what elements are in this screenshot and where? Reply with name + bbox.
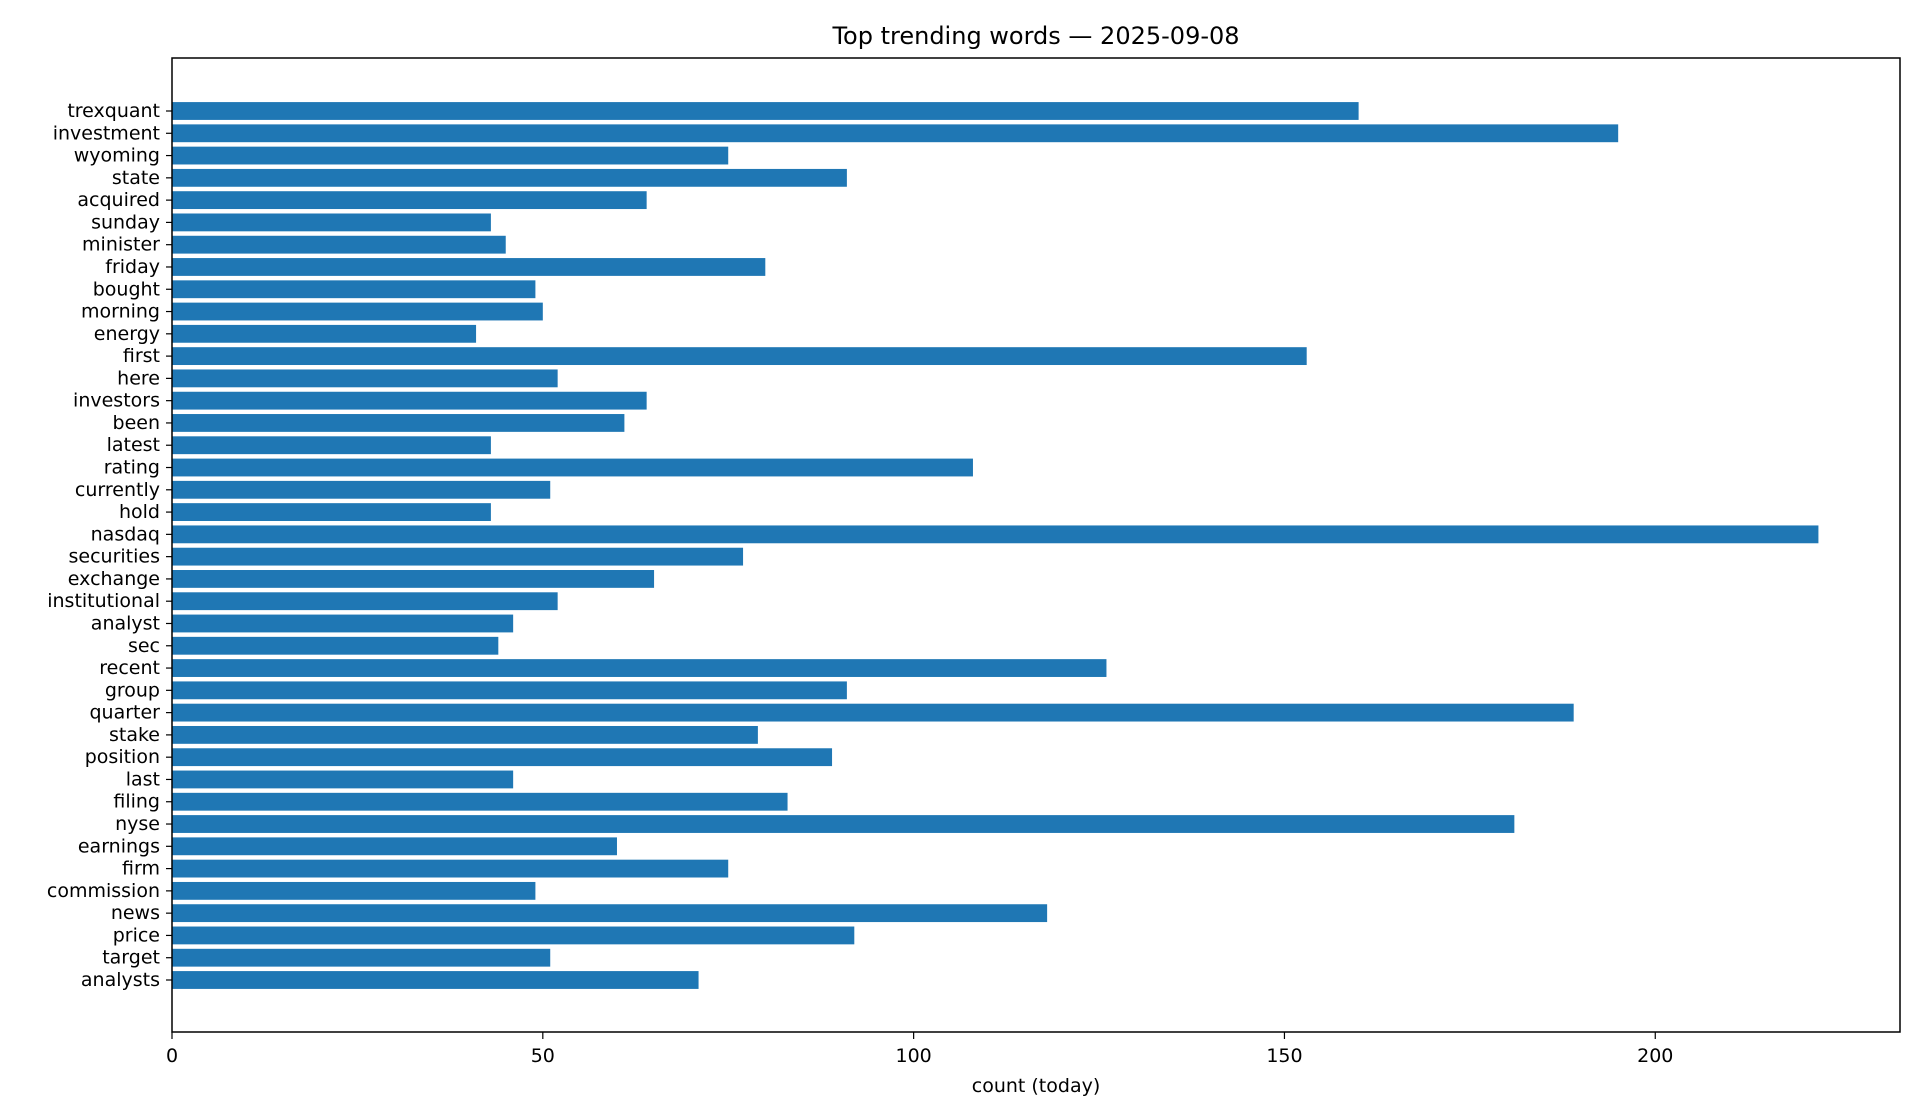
y-tick-label-sec: sec	[128, 635, 160, 657]
y-tick-label-price: price	[113, 924, 160, 946]
y-tick-label-institutional: institutional	[47, 590, 160, 612]
plot-frame	[171, 57, 1901, 1033]
bar-institutional	[172, 592, 558, 611]
bar-minister	[172, 235, 506, 254]
y-tick-label-latest: latest	[107, 434, 160, 456]
y-tick-label-rating: rating	[104, 457, 160, 479]
y-tick-label-news: news	[111, 902, 160, 924]
x-tick-label-0: 0	[166, 1045, 178, 1067]
y-tick-label-investors: investors	[73, 390, 160, 412]
bar-investment	[172, 124, 1619, 143]
bar-here	[172, 369, 558, 388]
bar-stake	[172, 725, 758, 744]
bar-analysts	[172, 971, 699, 989]
bar-group	[172, 681, 847, 700]
bar-bought	[172, 280, 536, 299]
y-tick-label-nasdaq: nasdaq	[91, 523, 160, 545]
bar-commission	[172, 881, 536, 900]
bar-sec	[172, 636, 499, 655]
y-tick-label-group: group	[105, 679, 160, 701]
y-tick-label-analyst: analyst	[91, 612, 160, 634]
bar-currently	[172, 480, 551, 499]
bar-rating	[172, 458, 973, 477]
y-tick-label-firm: firm	[122, 858, 160, 880]
y-tick-label-minister: minister	[82, 234, 160, 256]
bar-earnings	[172, 837, 617, 856]
bar-acquired	[172, 191, 647, 210]
y-tick-label-morning: morning	[81, 301, 160, 323]
y-tick-label-investment: investment	[53, 122, 160, 144]
bar-been	[172, 414, 625, 432]
bar-news	[172, 904, 1048, 923]
y-tick-label-first: first	[123, 345, 160, 367]
y-tick-label-last: last	[126, 768, 160, 790]
y-tick-label-target: target	[102, 947, 160, 969]
y-tick-label-nyse: nyse	[115, 813, 160, 835]
y-tick-label-sunday: sunday	[91, 211, 160, 233]
bar-first	[172, 347, 1307, 366]
bar-securities	[172, 547, 744, 566]
bar-price	[172, 926, 855, 945]
bar-state	[172, 168, 847, 187]
bar-latest	[172, 436, 491, 455]
y-tick-label-commission: commission	[47, 880, 160, 902]
bar-quarter	[172, 703, 1574, 722]
bar-hold	[172, 503, 491, 521]
x-tick-label-100: 100	[895, 1045, 931, 1067]
chart-title: Top trending words — 2025-09-08	[831, 22, 1239, 50]
bar-analyst	[172, 614, 514, 633]
y-tick-label-quarter: quarter	[89, 702, 160, 724]
bar-filing	[172, 792, 788, 811]
y-tick-label-wyoming: wyoming	[74, 145, 160, 167]
bars-group	[172, 102, 1819, 989]
y-tick-label-earnings: earnings	[78, 835, 160, 857]
x-tick-label-150: 150	[1266, 1045, 1302, 1067]
x-tick-label-200: 200	[1637, 1045, 1673, 1067]
bar-recent	[172, 659, 1107, 677]
bar-firm	[172, 859, 729, 878]
bar-target	[172, 948, 551, 967]
y-tick-label-position: position	[85, 746, 160, 768]
x-tick-labels: 0 50 100 150 200	[166, 1032, 1673, 1067]
y-tick-label-state: state	[112, 167, 160, 189]
x-axis-label: count (today)	[972, 1075, 1101, 1097]
bar-investors	[172, 391, 647, 410]
bar-sunday	[172, 213, 491, 232]
y-tick-label-recent: recent	[99, 657, 160, 679]
y-tick-label-friday: friday	[105, 256, 160, 278]
y-tick-label-hold: hold	[119, 501, 160, 523]
y-tick-label-been: been	[113, 412, 160, 434]
bar-position	[172, 748, 833, 767]
bar-exchange	[172, 570, 655, 588]
y-tick-label-here: here	[117, 367, 160, 389]
y-tick-labels: trexquantinvestmentwyomingstateacquireds…	[47, 100, 172, 991]
bar-wyoming	[172, 146, 729, 165]
y-tick-label-currently: currently	[75, 479, 160, 501]
y-tick-label-energy: energy	[94, 323, 160, 345]
y-tick-label-bought: bought	[93, 278, 160, 300]
y-tick-label-filing: filing	[113, 791, 160, 813]
bar-trexquant	[172, 102, 1359, 120]
bar-last	[172, 770, 514, 789]
y-tick-label-exchange: exchange	[68, 568, 160, 590]
bar-morning	[172, 302, 543, 321]
y-tick-label-analysts: analysts	[81, 969, 160, 991]
y-tick-label-stake: stake	[109, 724, 160, 746]
bar-nyse	[172, 815, 1515, 833]
x-tick-label-50: 50	[531, 1045, 555, 1067]
bar-nasdaq	[172, 525, 1819, 544]
bar-energy	[172, 324, 477, 343]
y-tick-label-acquired: acquired	[77, 189, 160, 211]
y-tick-label-securities: securities	[69, 546, 160, 568]
y-tick-label-trexquant: trexquant	[67, 100, 160, 122]
bar-friday	[172, 258, 766, 276]
